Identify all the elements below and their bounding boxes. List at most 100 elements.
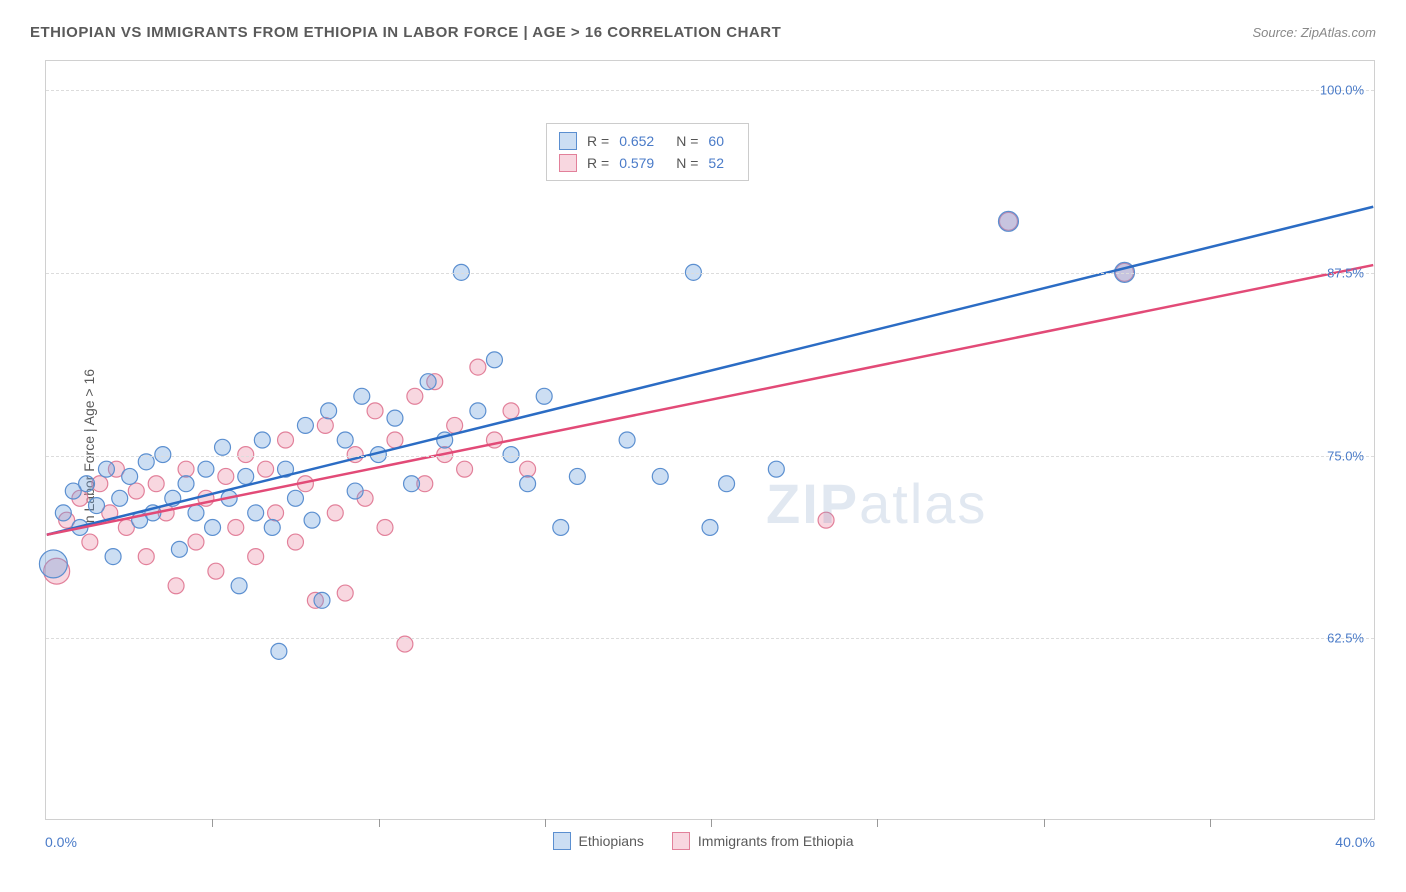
legend-label-ethiopians: Ethiopians — [579, 833, 644, 849]
scatter-point — [254, 432, 270, 448]
scatter-point — [89, 498, 105, 514]
n-value-immigrants: 52 — [708, 155, 724, 171]
scatter-point — [112, 490, 128, 506]
y-tick-label: 87.5% — [1327, 265, 1364, 280]
scatter-point — [248, 505, 264, 521]
scatter-point — [457, 461, 473, 477]
scatter-point — [128, 483, 144, 499]
scatter-point — [719, 476, 735, 492]
series-legend: Ethiopians Immigrants from Ethiopia — [0, 832, 1406, 850]
scatter-point — [377, 519, 393, 535]
x-tick — [877, 819, 878, 827]
chart-source: Source: ZipAtlas.com — [1252, 25, 1376, 40]
scatter-point — [304, 512, 320, 528]
scatter-point — [238, 447, 254, 463]
scatter-point — [248, 549, 264, 565]
swatch-immigrants — [672, 832, 690, 850]
scatter-point — [188, 505, 204, 521]
y-tick-label: 75.0% — [1327, 448, 1364, 463]
scatter-point — [387, 432, 403, 448]
r-label: R = — [587, 133, 609, 149]
scatter-point — [337, 585, 353, 601]
scatter-point — [337, 432, 353, 448]
x-tick — [545, 819, 546, 827]
scatter-point — [347, 483, 363, 499]
scatter-point — [82, 534, 98, 550]
scatter-point — [447, 417, 463, 433]
r-label: R = — [587, 155, 609, 171]
scatter-point — [178, 476, 194, 492]
n-label: N = — [676, 133, 698, 149]
scatter-point — [79, 476, 95, 492]
scatter-point — [387, 410, 403, 426]
gridline-h — [46, 638, 1374, 639]
scatter-point — [188, 534, 204, 550]
scatter-point — [404, 476, 420, 492]
x-tick — [212, 819, 213, 827]
gridline-h — [46, 90, 1374, 91]
scatter-point — [168, 578, 184, 594]
scatter-point — [278, 432, 294, 448]
scatter-point — [155, 447, 171, 463]
r-value-immigrants: 0.579 — [619, 155, 654, 171]
scatter-point — [271, 643, 287, 659]
scatter-point — [138, 549, 154, 565]
scatter-point — [503, 447, 519, 463]
scatter-point — [818, 512, 834, 528]
scatter-point — [470, 403, 486, 419]
chart-frame: R = 0.652 N = 60 R = 0.579 N = 52 ZIPatl… — [45, 60, 1375, 820]
scatter-point — [238, 468, 254, 484]
scatter-point — [297, 417, 313, 433]
scatter-point — [231, 578, 247, 594]
scatter-point — [314, 592, 330, 608]
legend-item-immigrants: Immigrants from Ethiopia — [672, 832, 854, 850]
scatter-point — [287, 534, 303, 550]
scatter-point — [367, 403, 383, 419]
scatter-point — [569, 468, 585, 484]
scatter-point — [486, 352, 502, 368]
scatter-point — [536, 388, 552, 404]
scatter-point — [178, 461, 194, 477]
scatter-point — [317, 417, 333, 433]
r-value-ethiopians: 0.652 — [619, 133, 654, 149]
x-tick — [1044, 819, 1045, 827]
scatter-point — [321, 403, 337, 419]
scatter-point — [407, 388, 423, 404]
x-tick — [1210, 819, 1211, 827]
scatter-point — [327, 505, 343, 521]
scatter-point — [503, 403, 519, 419]
scatter-point — [98, 461, 114, 477]
scatter-point — [171, 541, 187, 557]
scatter-point — [208, 563, 224, 579]
gridline-h — [46, 273, 1374, 274]
legend-item-ethiopians: Ethiopians — [553, 832, 644, 850]
scatter-point — [702, 519, 718, 535]
scatter-point — [520, 476, 536, 492]
stats-row-ethiopians: R = 0.652 N = 60 — [559, 130, 736, 152]
scatter-point — [470, 359, 486, 375]
y-tick-label: 62.5% — [1327, 631, 1364, 646]
scatter-point — [652, 468, 668, 484]
chart-header: ETHIOPIAN VS IMMIGRANTS FROM ETHIOPIA IN… — [30, 24, 1376, 41]
scatter-point — [268, 505, 284, 521]
scatter-point — [105, 549, 121, 565]
n-label: N = — [676, 155, 698, 171]
scatter-point — [148, 476, 164, 492]
x-tick — [379, 819, 380, 827]
chart-title: ETHIOPIAN VS IMMIGRANTS FROM ETHIOPIA IN… — [30, 24, 781, 41]
y-tick-label: 100.0% — [1320, 83, 1364, 98]
stats-legend-box: R = 0.652 N = 60 R = 0.579 N = 52 — [546, 123, 749, 181]
scatter-point — [264, 519, 280, 535]
scatter-point — [420, 374, 436, 390]
swatch-immigrants — [559, 154, 577, 172]
scatter-point — [998, 211, 1018, 231]
trend-line — [47, 265, 1374, 535]
scatter-point — [228, 519, 244, 535]
x-tick — [711, 819, 712, 827]
scatter-point — [768, 461, 784, 477]
scatter-point — [553, 519, 569, 535]
scatter-point — [287, 490, 303, 506]
legend-label-immigrants: Immigrants from Ethiopia — [698, 833, 854, 849]
scatter-point — [218, 468, 234, 484]
scatter-point — [198, 461, 214, 477]
